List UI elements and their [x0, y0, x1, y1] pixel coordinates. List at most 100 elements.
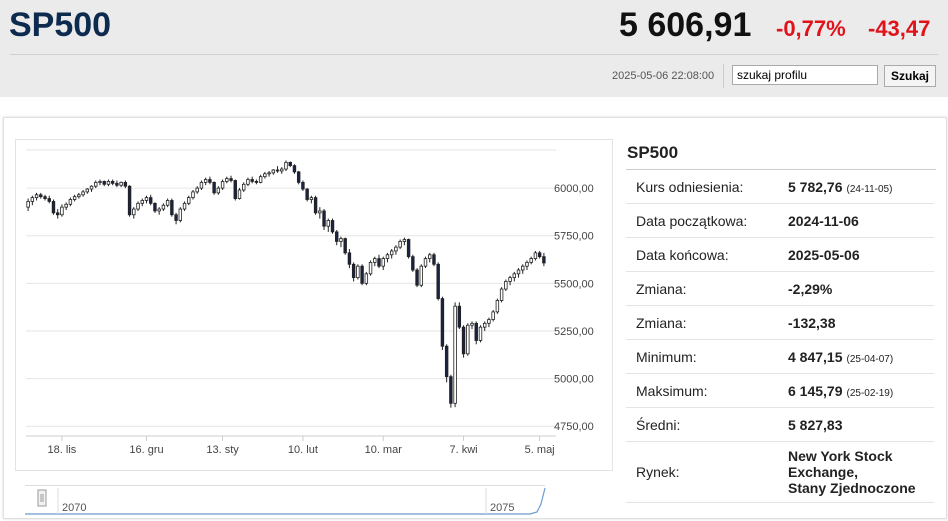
page-title: SP500	[9, 6, 112, 44]
candle-body	[335, 231, 339, 242]
candle-body	[182, 202, 187, 210]
candle-body	[237, 189, 242, 199]
candle-body	[280, 168, 284, 172]
candle-body	[94, 181, 98, 187]
candle-body	[216, 187, 221, 194]
candle-body	[482, 322, 487, 328]
navigator-label: 2075	[490, 502, 514, 514]
info-label: Maksimum:	[626, 373, 778, 408]
x-tick-label: 13. sty	[206, 444, 239, 456]
candle-body	[110, 181, 115, 184]
candle-body	[461, 326, 466, 355]
info-note: (25-02-19)	[846, 387, 894, 399]
candle-body	[187, 197, 191, 204]
candle-body	[43, 196, 47, 199]
info-value: -2,29%	[778, 271, 934, 306]
info-label: Data początkowa:	[626, 203, 778, 238]
candle-body	[411, 256, 415, 271]
candle-body	[521, 265, 525, 271]
candle-body	[60, 206, 64, 216]
candle-body	[258, 176, 263, 183]
info-panel: SP500 Kurs odniesienia: 5 782,76 (24-11-05…	[626, 140, 936, 503]
x-tick-label: 16. gru	[129, 444, 163, 456]
candle-body	[309, 197, 314, 200]
candle-body	[415, 269, 419, 286]
candle-body	[191, 191, 195, 199]
candle-body	[453, 305, 457, 404]
y-tick-label: 5750,00	[554, 231, 594, 243]
change-percent: -0,77%	[776, 16, 846, 41]
candle-body	[165, 200, 170, 206]
navigator-handle[interactable]	[37, 489, 47, 507]
candle-body	[364, 273, 369, 284]
candle-body	[449, 376, 453, 404]
search-input[interactable]	[732, 65, 878, 85]
candle-body	[516, 269, 521, 275]
y-tick-label: 5500,00	[554, 278, 594, 290]
candle-body	[398, 241, 402, 248]
candle-body	[149, 197, 153, 204]
candle-body	[89, 185, 94, 190]
candle-body	[305, 188, 309, 200]
chart-navigator[interactable]: 2070 2075	[25, 485, 547, 516]
candle-body	[208, 179, 212, 183]
candle-body	[123, 181, 128, 187]
change-absolute: -43,47	[868, 16, 931, 41]
info-row: Data początkowa: 2024-11-06	[626, 203, 934, 238]
info-row: Średni: 5 827,83	[626, 407, 934, 442]
info-label: Data końcowa:	[626, 237, 778, 272]
candle-body	[373, 258, 377, 263]
candle-body	[246, 179, 250, 185]
candle-body	[436, 263, 440, 299]
info-value-text: 4 847,15	[788, 348, 843, 365]
candle-body	[199, 181, 204, 189]
candle-body	[377, 258, 381, 267]
candle-body	[254, 181, 259, 183]
candle-body	[470, 322, 474, 326]
info-row: Maksimum: 6 145,79 (25-02-19)	[626, 373, 934, 408]
candle-body	[478, 326, 483, 341]
candle-body	[428, 254, 432, 259]
candle-body	[229, 178, 233, 181]
candle-body	[504, 281, 508, 290]
candle-body	[381, 258, 385, 267]
candle-body	[34, 194, 39, 199]
candle-body	[491, 311, 495, 320]
info-row: Data końcowa: 2025-05-06	[626, 237, 934, 272]
candle-body	[351, 263, 356, 279]
candle-body	[106, 181, 111, 185]
info-note: (25-04-07)	[846, 353, 894, 365]
chart-container[interactable]: 6000,00 5750,00 5500,00 5250,00 5000,00 4750,…	[15, 139, 613, 471]
x-tick-label: 10. mar	[365, 444, 403, 456]
candle-body	[301, 181, 305, 190]
navigator-line	[25, 487, 546, 515]
info-label: Średni:	[626, 407, 778, 442]
candle-body	[330, 220, 335, 233]
info-row: Minimum: 4 847,15 (25-04-07)	[626, 339, 934, 374]
candle-body	[132, 208, 136, 216]
y-tick-label: 4750,00	[554, 421, 594, 433]
candlestick-chart[interactable]: 6000,00 5750,00 5500,00 5250,00 5000,00 4750,…	[16, 140, 612, 470]
candle-body	[292, 165, 297, 173]
candle-body	[119, 181, 123, 186]
header: SP500 5 606,91 -0,77% -43,47 2025-05-06 …	[0, 0, 948, 97]
candle-body	[161, 204, 166, 210]
navigator-svg[interactable]: 2070 2075	[25, 486, 547, 516]
candle-body	[98, 181, 102, 183]
candle-body	[495, 300, 500, 313]
candle-body	[68, 199, 73, 205]
divider	[626, 169, 936, 170]
candle-body	[432, 254, 436, 265]
candle-body	[402, 239, 407, 242]
candle-body	[26, 201, 30, 208]
candle-body	[102, 181, 106, 185]
search-button[interactable]: Szukaj	[884, 65, 936, 87]
candle-body	[267, 172, 271, 175]
candle-body	[212, 181, 216, 194]
candle-body	[542, 256, 546, 264]
candle-body	[288, 161, 292, 167]
candle-body	[140, 200, 144, 204]
candle-body	[529, 258, 533, 263]
candle-body	[242, 183, 246, 191]
info-value-text: -2,29%	[788, 280, 833, 297]
